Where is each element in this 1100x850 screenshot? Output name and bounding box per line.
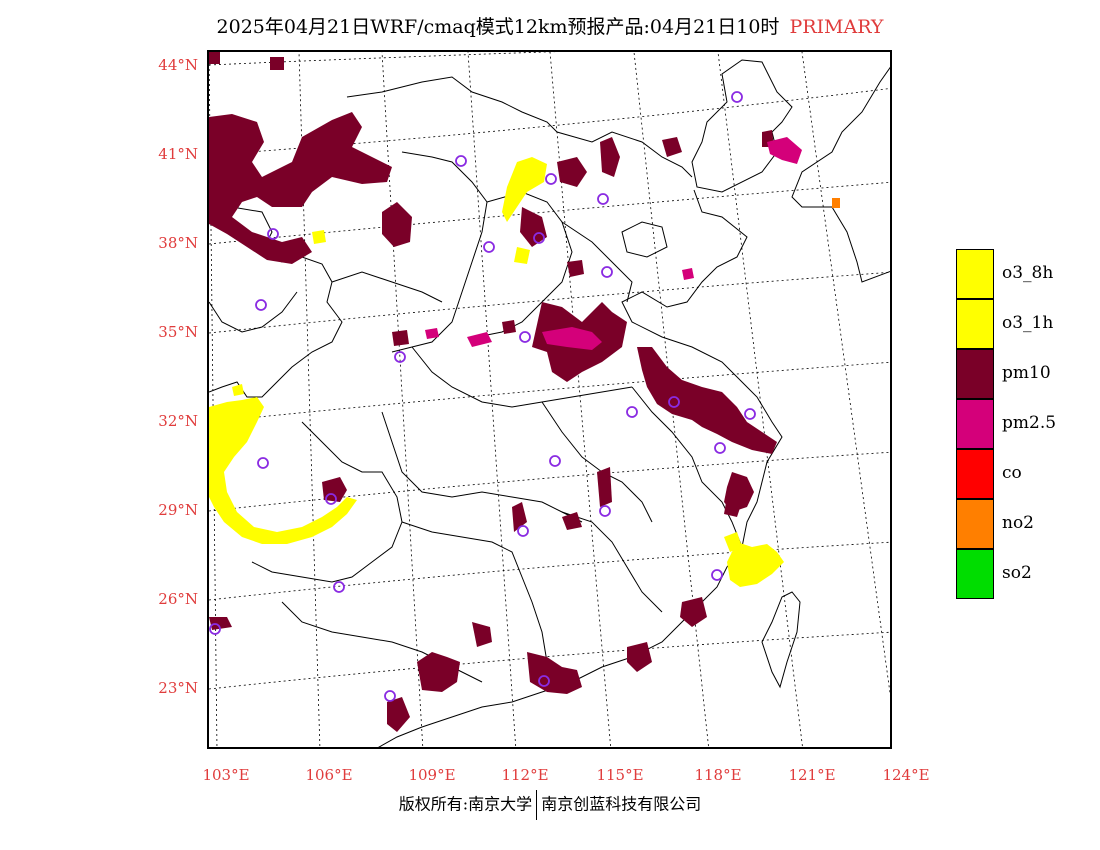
map-title: 2025年04月21日WRF/cmaq模式12km预报产品:04月21日10时 P… (0, 12, 1100, 39)
legend-label-o3-1h: o3_1h (1002, 313, 1054, 333)
legend-swatch-pm10 (956, 349, 994, 399)
footer-separator (536, 790, 538, 820)
lon-label-106e: 106°E (305, 766, 353, 784)
lon-label-112e: 112°E (501, 766, 549, 784)
copyright-text: 版权所有:南京大学 (398, 794, 533, 814)
company-text: 南京创蓝科技有限公司 (541, 794, 702, 814)
legend-swatch-co (956, 449, 994, 499)
legend-swatch-so2 (956, 549, 994, 599)
footer: 版权所有:南京大学 南京创蓝科技有限公司 (0, 790, 1100, 820)
pm25-regions (425, 137, 802, 350)
lat-label-35n: 35°N (158, 323, 198, 341)
legend-swatch-pm25 (956, 399, 994, 449)
latitude-gridlines (209, 52, 890, 690)
station-markers (209, 91, 756, 702)
lon-label-115e: 115°E (596, 766, 644, 784)
legend-label-co: co (1002, 463, 1022, 483)
lon-label-118e: 118°E (694, 766, 742, 784)
legend-label-so2: so2 (1002, 563, 1032, 583)
lon-label-103e: 103°E (202, 766, 250, 784)
legend-label-o3-8h: o3_8h (1002, 263, 1054, 283)
lat-label-44n: 44°N (158, 56, 198, 74)
legend-swatch-no2 (956, 499, 994, 549)
legend-swatch-o3-1h (956, 299, 994, 349)
pm10-regions (209, 52, 777, 732)
title-text: 2025年04月21日WRF/cmaq模式12km预报产品:04月21日10时 (216, 16, 780, 38)
lat-label-41n: 41°N (158, 145, 198, 163)
lon-label-121e: 121°E (788, 766, 836, 784)
legend-label-pm10: pm10 (1002, 363, 1051, 383)
map-area (207, 50, 892, 749)
legend-label-pm25: pm2.5 (1002, 413, 1057, 433)
legend-label-no2: no2 (1002, 513, 1034, 533)
coastline-and-borders (209, 59, 890, 747)
lon-label-124e: 124°E (882, 766, 930, 784)
legend-swatch-o3-8h (956, 249, 994, 299)
lon-label-109e: 109°E (408, 766, 456, 784)
lat-label-29n: 29°N (158, 501, 198, 519)
lat-label-38n: 38°N (158, 234, 198, 252)
no2-regions (832, 198, 840, 208)
lat-label-32n: 32°N (158, 412, 198, 430)
title-mode: PRIMARY (789, 16, 884, 38)
lat-label-26n: 26°N (158, 590, 198, 608)
o3-regions (209, 157, 784, 587)
lat-label-23n: 23°N (158, 679, 198, 697)
